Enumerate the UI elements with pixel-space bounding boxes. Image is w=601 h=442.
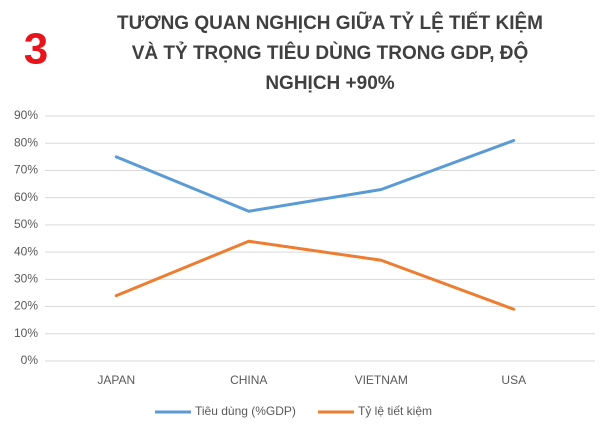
badge: 3	[24, 25, 48, 74]
y-tick-label: 0%	[21, 353, 39, 367]
x-tick-label: CHINA	[230, 373, 267, 387]
y-tick-label: 30%	[14, 272, 38, 286]
chart-title: TƯƠNG QUAN NGHỊCH GIỮA TỶ LỆ TIẾT KIỆM	[117, 12, 543, 34]
y-tick-label: 70%	[14, 163, 38, 177]
x-tick-label: VIETNAM	[355, 373, 408, 387]
x-tick-label: JAPAN	[97, 373, 135, 387]
y-tick-label: 10%	[14, 326, 38, 340]
chart-title: NGHỊCH +90%	[265, 73, 394, 94]
y-tick-label: 20%	[14, 299, 38, 313]
series-line	[114, 239, 516, 311]
legend-label: Tỷ lệ tiết kiệm	[358, 404, 432, 418]
y-tick-label: 90%	[14, 108, 38, 122]
series-line	[114, 139, 516, 213]
y-tick-label: 40%	[14, 244, 38, 258]
y-tick-label: 50%	[14, 217, 38, 231]
x-tick-label: USA	[501, 373, 526, 387]
legend-label: Tiêu dùng (%GDP)	[195, 404, 296, 418]
y-tick-label: 80%	[14, 135, 38, 149]
y-tick-label: 60%	[14, 190, 38, 204]
chart-title: VÀ TỶ TRỌNG TIÊU DÙNG TRONG GDP, ĐỘ	[132, 42, 529, 64]
